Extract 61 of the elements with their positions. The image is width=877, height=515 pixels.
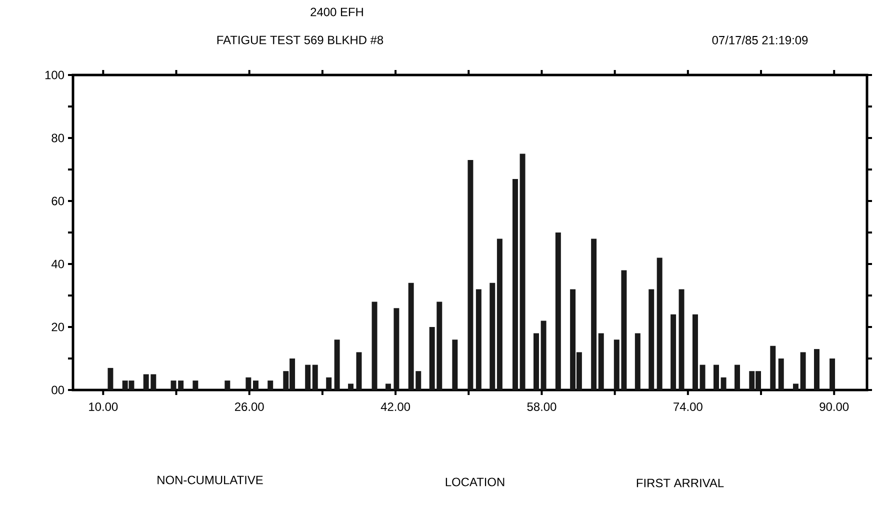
bar: [468, 160, 474, 390]
bar: [770, 346, 776, 390]
bar: [555, 232, 561, 390]
chart-subtitle: FATIGUE TEST 569 BLKHD #8: [217, 36, 384, 44]
bar: [648, 289, 654, 390]
bar: [452, 340, 458, 390]
bar: [700, 364, 706, 390]
bar: [634, 333, 640, 390]
bar: [814, 349, 820, 390]
bar: [268, 380, 274, 390]
y-tick-label: 60: [52, 196, 64, 206]
y-tick-label: 80: [52, 134, 64, 142]
bar: [496, 238, 502, 390]
x-tick-label: 26.00: [234, 402, 264, 411]
bar: [326, 377, 332, 390]
bar: [678, 289, 684, 390]
bar: [394, 308, 400, 390]
bar: [520, 154, 526, 390]
bar: [108, 368, 114, 390]
bar: [224, 380, 230, 390]
chart-title: 2400 EFH: [310, 8, 363, 16]
bar: [830, 358, 836, 390]
text: FIRST ARRIVAL: [636, 478, 724, 488]
y-tick-label: 20: [52, 322, 64, 332]
bar: [534, 333, 539, 390]
x-tick-label: 10.00: [89, 402, 118, 411]
bar: [334, 340, 340, 390]
bar: [192, 380, 198, 390]
bar: [385, 384, 391, 390]
y-tick-label: 40: [51, 260, 64, 268]
bar: [476, 289, 482, 390]
bar: [792, 384, 798, 390]
bar: [598, 333, 604, 390]
bar: [312, 364, 318, 390]
y-tick-label: 100: [45, 70, 64, 80]
bar: [253, 380, 258, 390]
x-tick-label: 74.00: [674, 402, 702, 411]
bar: [305, 364, 311, 390]
bar: [720, 377, 726, 390]
bar: [490, 282, 496, 390]
bar: [656, 258, 662, 390]
bar: [734, 364, 740, 390]
text: 07/17/85 21:19:09: [712, 36, 808, 44]
bar: [692, 314, 698, 390]
bar: [372, 302, 378, 390]
bar: [714, 364, 719, 390]
bar: [670, 314, 676, 390]
bar: [778, 358, 784, 390]
text: LOCATION: [446, 478, 504, 486]
bar: [800, 352, 806, 390]
bar: [356, 352, 362, 390]
x-tick-label: 58.00: [527, 402, 556, 411]
bar: [540, 320, 546, 390]
bar: [348, 384, 354, 390]
bar: [591, 238, 597, 390]
x-tick-label: 42.00: [380, 402, 410, 411]
bar: [246, 377, 252, 390]
bar: [512, 178, 518, 390]
y-tick-label: 00: [52, 386, 64, 394]
text: NON-CUMULATIVE: [158, 476, 263, 484]
x-tick-label: 90.00: [820, 402, 849, 411]
